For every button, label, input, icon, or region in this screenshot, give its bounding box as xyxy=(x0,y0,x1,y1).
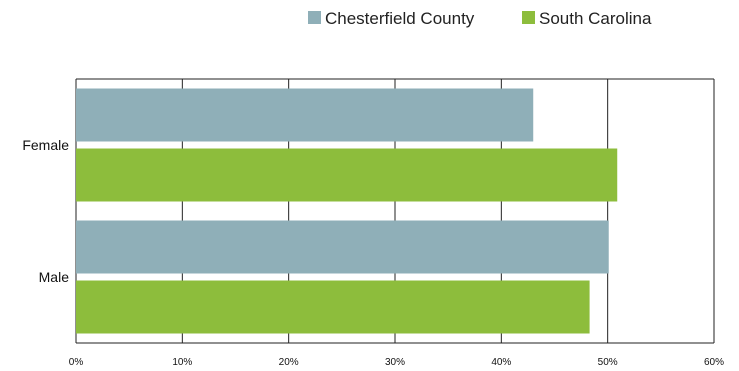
category-label-female: Female xyxy=(22,137,69,153)
legend-swatch xyxy=(522,11,535,24)
bar-female-south-carolina xyxy=(76,148,618,202)
legend-label: Chesterfield County xyxy=(325,9,475,28)
x-tick-label-3: 30% xyxy=(385,357,405,368)
legend-label: South Carolina xyxy=(539,9,652,28)
x-tick-label-4: 40% xyxy=(491,357,511,368)
plot-area: Female Male 0% 10% 20% 30% 40% 50% 60% xyxy=(22,78,724,368)
x-tick-label-6: 60% xyxy=(704,357,724,368)
legend: Chesterfield County South Carolina xyxy=(308,9,652,28)
legend-item-chesterfield-county: Chesterfield County xyxy=(308,9,475,28)
x-tick-label-2: 20% xyxy=(279,357,299,368)
bar-male-chesterfield-county xyxy=(76,220,609,274)
bar-female-chesterfield-county xyxy=(76,88,534,142)
bar-male-south-carolina xyxy=(76,280,590,334)
legend-item-south-carolina: South Carolina xyxy=(522,9,652,28)
category-label-male: Male xyxy=(39,269,70,285)
x-tick-label-0: 0% xyxy=(69,357,84,368)
x-tick-label-5: 50% xyxy=(598,357,618,368)
legend-swatch xyxy=(308,11,321,24)
x-tick-label-1: 10% xyxy=(172,357,192,368)
